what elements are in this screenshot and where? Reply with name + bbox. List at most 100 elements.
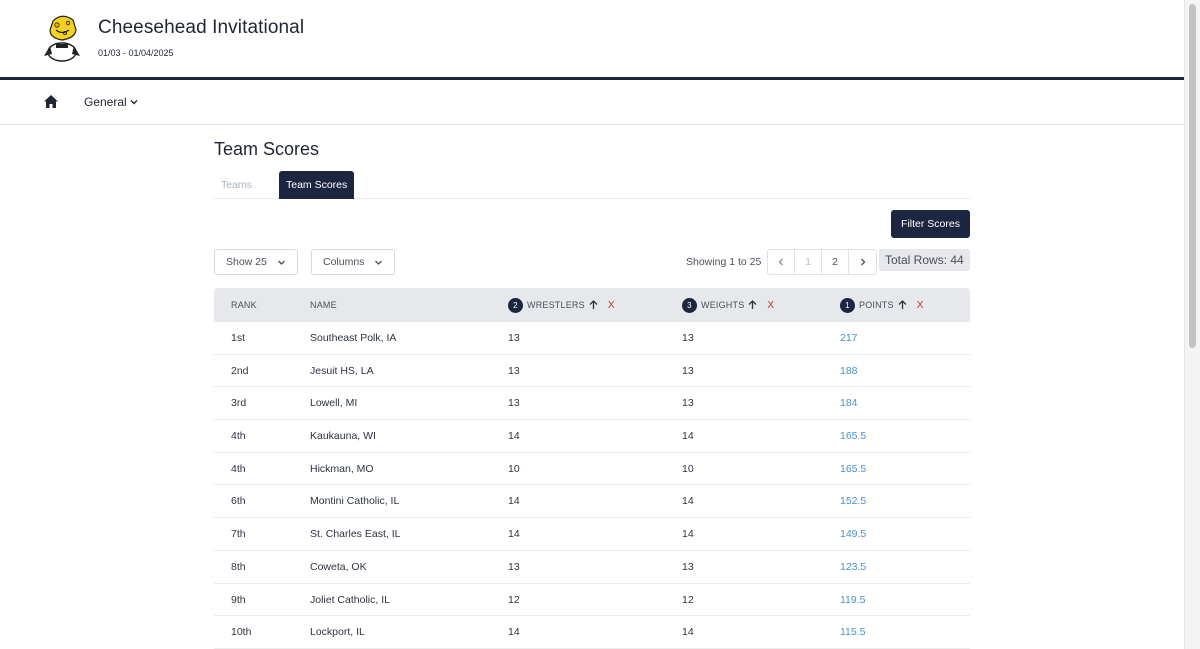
column-label: WEIGHTS: [701, 300, 745, 310]
event-title: Cheesehead Invitational: [98, 17, 305, 38]
column-label: RANK: [231, 300, 257, 310]
table-row: 2nd Jesuit HS, LA 13 13 188: [214, 355, 970, 388]
sort-order-badge: 3: [682, 297, 697, 313]
column-header-points[interactable]: 1 POINTS X: [840, 288, 924, 322]
page-1-button[interactable]: 1: [795, 250, 822, 274]
table-row: 6th Montini Catholic, IL 14 14 152.5: [214, 485, 970, 519]
wrestlers-cell: 13: [508, 397, 520, 410]
rank-cell: 4th: [231, 462, 246, 475]
columns-label: Columns: [323, 256, 365, 268]
column-header-rank[interactable]: RANK: [231, 288, 257, 322]
tab-teams[interactable]: Teams: [221, 179, 252, 191]
points-link[interactable]: 119.5: [840, 593, 866, 606]
team-scores-table: RANK NAME 2 WRESTLERS X 3 WEIGHTS X 1 PO…: [214, 288, 970, 649]
column-label: NAME: [310, 300, 337, 310]
points-link[interactable]: 115.5: [840, 626, 866, 639]
team-name-cell: Southeast Polk, IA: [310, 332, 397, 344]
table-row: 4th Kaukauna, WI 14 14 165.5: [214, 420, 970, 453]
table-row: 4th Hickman, MO 10 10 165.5: [214, 453, 970, 486]
points-link[interactable]: 217: [840, 332, 858, 344]
points-link[interactable]: 188: [840, 364, 858, 377]
team-name-cell: St. Charles East, IL: [310, 528, 401, 541]
vertical-scrollbar[interactable]: [1184, 0, 1200, 649]
chevron-down-icon: [375, 260, 382, 265]
chevron-down-icon: [130, 100, 138, 105]
showing-text: Showing 1 to 25: [686, 256, 762, 268]
general-menu-label: General: [84, 95, 127, 109]
weights-cell: 10: [682, 462, 694, 475]
wrestlers-cell: 14: [508, 495, 520, 508]
next-page-button[interactable]: [849, 250, 876, 274]
weights-cell: 12: [682, 593, 694, 606]
wrestlers-cell: 12: [508, 593, 520, 606]
points-link[interactable]: 165.5: [840, 462, 867, 475]
wrestlers-cell: 13: [508, 364, 520, 377]
points-link[interactable]: 152.5: [840, 495, 867, 508]
column-header-weights[interactable]: 3 WEIGHTS X: [682, 288, 774, 322]
sort-order-badge: 2: [508, 297, 523, 313]
column-label: POINTS: [859, 300, 894, 310]
weights-cell: 13: [682, 560, 694, 573]
table-row: 10th Lockport, IL 14 14 115.5: [214, 616, 970, 649]
remove-sort-button[interactable]: X: [767, 299, 775, 311]
columns-select[interactable]: Columns: [311, 249, 395, 275]
chevron-down-icon: [278, 260, 285, 265]
rank-cell: 7th: [231, 528, 246, 541]
weights-cell: 14: [682, 626, 694, 639]
table-row: 8th Coweta, OK 13 13 123.5: [214, 551, 970, 584]
general-menu[interactable]: General: [84, 95, 138, 109]
table-header: RANK NAME 2 WRESTLERS X 3 WEIGHTS X 1 PO…: [214, 288, 970, 322]
team-name-cell: Joliet Catholic, IL: [310, 593, 390, 606]
remove-sort-button[interactable]: X: [916, 299, 924, 311]
team-name-cell: Hickman, MO: [310, 462, 374, 475]
points-link[interactable]: 165.5: [840, 430, 867, 443]
pagination: 1 2: [767, 249, 877, 275]
points-link[interactable]: 123.5: [840, 560, 867, 573]
points-link[interactable]: 149.5: [840, 528, 867, 541]
page-2-button[interactable]: 2: [822, 250, 849, 274]
rank-cell: 2nd: [231, 364, 249, 377]
weights-cell: 13: [682, 332, 694, 344]
team-name-cell: Montini Catholic, IL: [310, 495, 400, 508]
weights-cell: 14: [682, 528, 694, 541]
weights-cell: 14: [682, 430, 694, 443]
remove-sort-button[interactable]: X: [607, 299, 615, 311]
filter-scores-button[interactable]: Filter Scores: [891, 210, 970, 238]
rank-cell: 6th: [231, 495, 246, 508]
team-name-cell: Jesuit HS, LA: [310, 364, 374, 377]
sort-ascending-icon: [589, 300, 598, 310]
scrollbar-thumb[interactable]: [1189, 4, 1196, 348]
home-icon[interactable]: [43, 94, 59, 109]
wrestlers-cell: 14: [508, 528, 520, 541]
prev-page-button[interactable]: [768, 250, 795, 274]
column-header-wrestlers[interactable]: 2 WRESTLERS X: [508, 288, 615, 322]
wrestlers-cell: 14: [508, 626, 520, 639]
team-name-cell: Lockport, IL: [310, 626, 365, 639]
wrestlers-cell: 10: [508, 462, 520, 475]
rank-cell: 1st: [231, 332, 246, 344]
column-label: WRESTLERS: [527, 300, 585, 310]
tab-bar: Teams Team Scores: [214, 171, 970, 199]
rank-cell: 10th: [231, 626, 252, 639]
sort-ascending-icon: [748, 300, 757, 310]
table-row: 3rd Lowell, MI 13 13 184: [214, 387, 970, 421]
tab-team-scores[interactable]: Team Scores: [279, 171, 355, 199]
chevron-left-icon: [778, 258, 783, 266]
team-name-cell: Kaukauna, WI: [310, 430, 376, 443]
wrestlers-cell: 13: [508, 332, 520, 344]
rank-cell: 4th: [231, 430, 246, 443]
points-link[interactable]: 184: [840, 397, 858, 410]
weights-cell: 13: [682, 364, 694, 377]
table-row: 9th Joliet Catholic, IL 12 12 119.5: [214, 584, 970, 617]
column-header-name[interactable]: NAME: [310, 288, 337, 322]
total-rows-badge: Total Rows: 44: [879, 249, 970, 271]
rank-cell: 8th: [231, 560, 246, 573]
sort-ascending-icon: [898, 300, 907, 310]
sort-order-badge: 1: [840, 297, 855, 313]
team-name-cell: Lowell, MI: [310, 397, 358, 410]
page-size-select[interactable]: Show 25: [214, 249, 298, 275]
table-row: 7th St. Charles East, IL 14 14 149.5: [214, 518, 970, 551]
page-title: Team Scores: [214, 139, 320, 159]
weights-cell: 14: [682, 495, 694, 508]
